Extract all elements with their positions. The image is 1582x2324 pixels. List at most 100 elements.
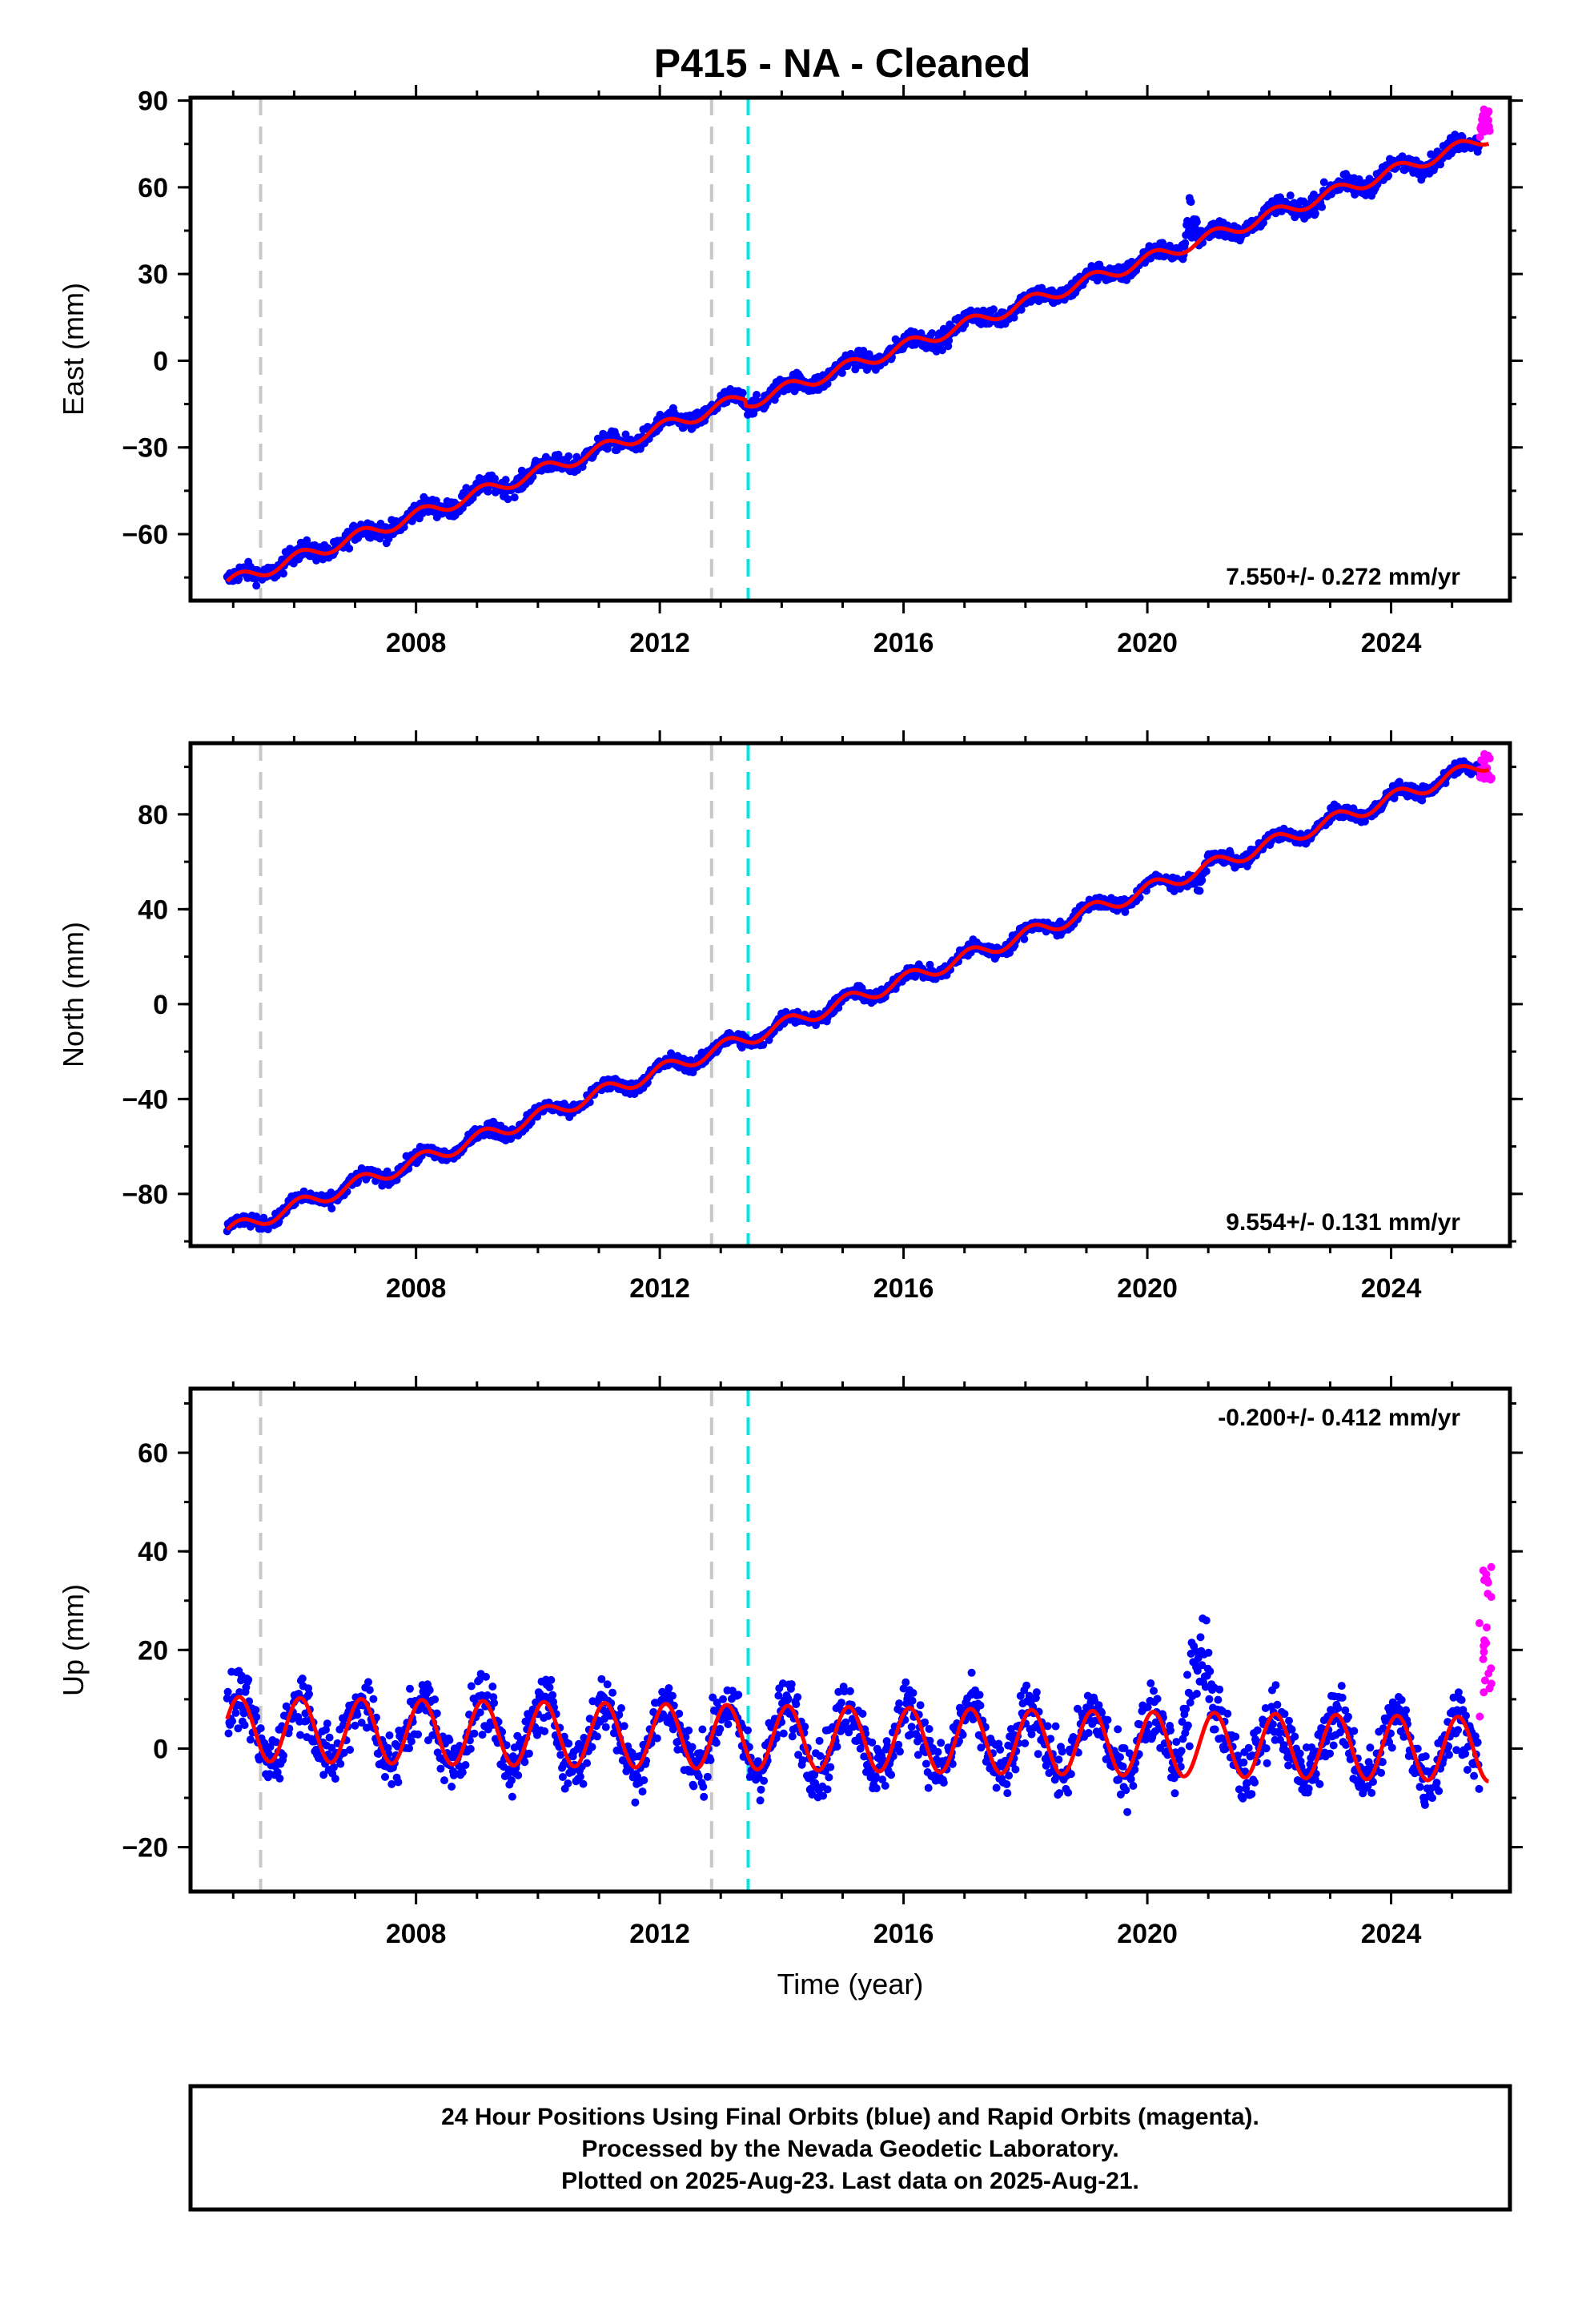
final-orbit-point <box>916 1701 925 1710</box>
final-orbit-point <box>990 305 998 314</box>
final-orbit-point <box>928 329 937 338</box>
x-tick-label: 2012 <box>629 628 690 658</box>
final-orbit-point <box>1166 1726 1174 1735</box>
final-orbit-point <box>868 1738 877 1747</box>
final-orbit-point <box>716 1724 725 1733</box>
final-orbit-point <box>279 569 287 578</box>
final-orbit-point <box>583 1759 592 1767</box>
final-orbit-point <box>934 1747 942 1756</box>
final-orbit-point <box>815 1736 824 1745</box>
final-orbit-point <box>576 1772 584 1781</box>
final-orbit-point <box>712 1739 721 1747</box>
final-orbit-point <box>445 1735 454 1744</box>
final-orbit-point <box>504 495 512 504</box>
final-orbit-point <box>887 1771 896 1779</box>
final-orbit-point <box>305 1690 313 1699</box>
east-model-fit-line <box>225 139 1490 583</box>
final-orbit-point <box>1011 1765 1020 1774</box>
final-orbit-point <box>1183 1671 1191 1679</box>
final-orbit-point <box>617 1704 625 1712</box>
east-rapid-orbit-points <box>1476 105 1494 142</box>
final-orbit-point <box>1103 1715 1112 1724</box>
final-orbit-point <box>228 1717 237 1726</box>
final-orbit-point <box>406 1684 414 1693</box>
x-tick-label: 2008 <box>386 628 447 658</box>
final-orbit-point <box>1051 1722 1060 1731</box>
final-orbit-point <box>793 1693 802 1702</box>
final-orbit-point <box>744 1726 752 1735</box>
final-orbit-point <box>1064 1788 1073 1797</box>
x-tick-label: 2008 <box>386 1273 447 1304</box>
final-orbit-point <box>837 1699 845 1707</box>
final-orbit-point <box>545 1683 554 1692</box>
final-orbit-point <box>872 1784 881 1793</box>
final-orbit-point <box>470 1729 479 1738</box>
final-orbit-point <box>592 1732 601 1741</box>
final-orbit-point <box>901 1678 910 1687</box>
final-orbit-point <box>825 1773 833 1782</box>
east-frame <box>188 95 1512 603</box>
final-orbit-point <box>689 1782 698 1791</box>
x-tick-label: 2024 <box>1361 628 1422 658</box>
final-orbit-point <box>669 1691 677 1700</box>
final-orbit-point <box>703 1772 712 1781</box>
final-orbit-point <box>385 1731 394 1739</box>
final-orbit-point <box>554 450 563 459</box>
final-orbit-point <box>488 1683 497 1691</box>
rapid-orbit-point <box>1479 111 1488 120</box>
final-orbit-point <box>1032 1688 1041 1697</box>
final-orbit-point <box>353 1711 362 1719</box>
final-orbit-point <box>1118 1762 1127 1771</box>
x-tick-label: 2012 <box>629 1273 690 1304</box>
final-orbit-point <box>826 1763 835 1771</box>
final-orbit-point <box>1021 1739 1030 1747</box>
y-tick-label: 60 <box>138 173 168 203</box>
final-orbit-point <box>638 1787 647 1796</box>
rapid-orbit-point <box>1481 121 1490 130</box>
final-orbit-point <box>491 474 499 483</box>
final-orbit-point <box>1058 1747 1066 1756</box>
figure-title: P415 - NA - Cleaned <box>654 41 1031 86</box>
final-orbit-point <box>331 1775 339 1783</box>
final-orbit-point <box>823 1785 832 1794</box>
final-orbit-point <box>252 581 261 590</box>
final-orbit-point <box>837 368 846 377</box>
final-orbit-point <box>323 1719 331 1728</box>
final-orbit-point <box>603 1680 612 1689</box>
final-orbit-point <box>760 1776 769 1785</box>
final-orbit-point <box>256 1724 265 1733</box>
final-orbit-point <box>757 1785 765 1794</box>
final-orbit-point <box>787 1680 796 1689</box>
final-orbit-point <box>336 1759 345 1768</box>
y-tick-label: −80 <box>122 1180 168 1210</box>
y-tick-label: 90 <box>138 86 168 117</box>
final-orbit-point <box>369 1695 378 1703</box>
final-orbit-point <box>325 1733 334 1742</box>
rapid-orbit-point <box>1480 105 1488 114</box>
final-orbit-point <box>719 1695 727 1703</box>
final-orbit-point <box>327 1204 336 1212</box>
north-y-axis-label: North (mm) <box>57 922 90 1068</box>
final-orbit-point <box>924 1783 933 1792</box>
final-orbit-point <box>631 1798 640 1807</box>
final-orbit-point <box>1020 935 1029 943</box>
rapid-orbit-point <box>1485 754 1494 762</box>
final-orbit-point <box>414 1730 423 1739</box>
final-orbit-point <box>938 346 946 355</box>
final-orbit-point <box>881 1781 889 1790</box>
final-orbit-point <box>1177 1747 1186 1755</box>
north-rapid-orbit-points <box>1476 750 1496 784</box>
final-orbit-point <box>992 1783 1001 1792</box>
final-orbit-point <box>895 1699 904 1708</box>
final-orbit-point <box>1186 198 1195 207</box>
final-orbit-point <box>620 1722 628 1731</box>
north-velocity-label: 9.554+/- 0.131 mm/yr <box>1226 1209 1460 1236</box>
final-orbit-point <box>364 1678 372 1687</box>
final-orbit-point <box>579 1779 588 1788</box>
final-orbit-point <box>381 1772 389 1781</box>
final-orbit-point <box>298 1675 307 1683</box>
final-orbit-point <box>564 452 573 460</box>
final-orbit-point <box>510 493 519 502</box>
final-orbit-point <box>501 476 510 485</box>
